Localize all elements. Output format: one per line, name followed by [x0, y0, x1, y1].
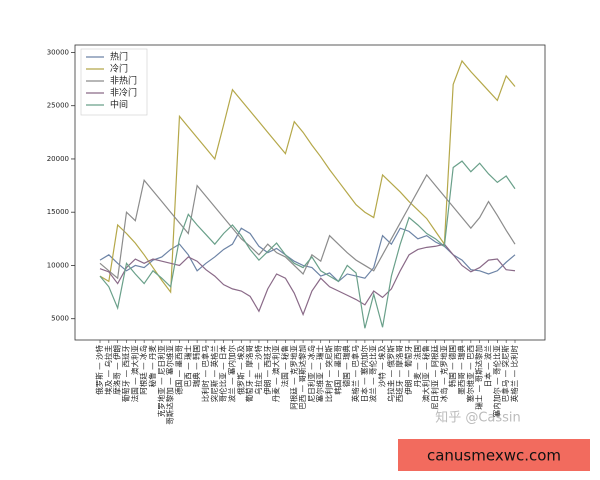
x-tick-label: 法国 — 澳大利亚	[129, 345, 139, 403]
x-tick-label: 瑞典 — 韩国	[191, 345, 201, 387]
x-tick-label: 哥斯达黎加 — 塞尔维亚	[165, 345, 175, 425]
x-tick-label: 澳大利亚 — 秘鲁	[421, 345, 431, 402]
x-tick-label: 阿根廷 — 克罗地亚	[288, 345, 298, 410]
legend-label: 中间	[110, 99, 128, 111]
x-tick-label: 埃及 — 乌拉圭	[103, 345, 113, 395]
legend-label: 冷门	[110, 63, 128, 75]
x-tick-label: 冰岛 — 克罗地亚	[438, 345, 448, 403]
x-tick-label: 哥伦比亚 — 日本	[218, 345, 228, 403]
series-line	[99, 227, 516, 283]
banner-text: canusmexwc.com	[427, 447, 561, 465]
x-tick-label: 葡萄牙 — 西班牙	[120, 345, 130, 403]
legend-label: 非热门	[110, 75, 137, 87]
x-tick-label: 日本 — 塞内加尔	[359, 345, 369, 403]
x-tick-label: 沙特 — 埃及	[377, 345, 387, 388]
x-tick-label: 韩国 — 德国	[447, 345, 457, 387]
x-tick-label: 秘鲁 — 丹麦	[147, 345, 157, 388]
x-tick-label: 韩国 — 墨西哥	[332, 345, 342, 395]
x-tick-label: 突尼斯 — 英格兰	[209, 345, 219, 403]
x-tick-label: 西班牙 — 摩洛哥	[394, 345, 404, 403]
x-tick-label: 瑞士 — 哥斯达黎加	[474, 345, 484, 410]
x-tick-label: 比利时 — 巴拿马	[200, 345, 210, 402]
x-tick-label: 乌拉圭 — 沙特	[253, 345, 263, 395]
x-tick-label: 波兰 — 塞内加尔	[226, 345, 236, 403]
legend-box	[80, 48, 148, 116]
x-tick-label: 俄罗斯 — 沙特	[94, 345, 104, 395]
x-tick-label: 塞尔维亚 — 瑞士	[315, 345, 325, 403]
series-line	[99, 243, 516, 317]
x-tick-label: 巴拿马 — 突尼斯	[500, 345, 510, 403]
x-tick-label: 波兰 — 哥伦比亚	[368, 345, 378, 403]
x-tick-label: 葡萄牙 — 摩洛哥	[244, 345, 254, 403]
x-tick-label: 伊朗 — 西班牙	[262, 345, 272, 395]
x-tick-label: 丹麦 — 法国	[412, 345, 422, 387]
x-tick-label: 法国 — 秘鲁	[279, 345, 289, 387]
x-tick-label: 俄罗斯 — 埃及	[235, 345, 245, 395]
x-tick-label: 塞内加尔 — 哥伦比亚	[491, 345, 501, 418]
y-tick-label: 30000	[47, 48, 69, 56]
series-line	[99, 59, 516, 294]
x-tick-label: 克罗地亚 — 尼日利亚	[156, 345, 166, 418]
x-tick-label: 丹麦 — 澳大利亚	[271, 345, 281, 403]
x-tick-label: 德国 — 瑞典	[341, 345, 351, 388]
banner-box	[398, 439, 590, 471]
x-tick-label: 日本 — 波兰	[483, 345, 493, 388]
x-tick-label: 摩洛哥 — 伊朗	[112, 345, 122, 395]
y-tick-label: 15000	[47, 208, 69, 216]
x-tick-label: 巴西 — 瑞士	[182, 345, 192, 388]
x-tick-label: 英格兰 — 巴拿马	[350, 345, 360, 402]
legend-label: 热门	[110, 51, 128, 63]
x-tick-label: 英格兰 — 比利时	[509, 345, 519, 403]
x-tick-label: 阿根廷 — 冰岛	[138, 345, 148, 395]
x-tick-label: 德国 — 墨西哥	[173, 345, 183, 395]
x-tick-label: 伊朗 — 葡萄牙	[403, 345, 413, 395]
watermark: 知乎 @Cassin	[435, 410, 521, 426]
plot-frame	[74, 44, 546, 341]
x-tick-label: 墨西哥 — 瑞典	[456, 345, 466, 395]
x-tick-label: 巴西 — 哥斯达黎加	[297, 345, 307, 410]
x-tick-label: 比利时 — 突尼斯	[324, 345, 334, 403]
y-tick-label: 20000	[47, 155, 69, 163]
x-tick-label: 尼日利亚 — 冰岛	[306, 345, 316, 402]
y-tick-label: 25000	[47, 102, 69, 110]
x-tick-label: 塞尔维亚 — 巴西	[465, 345, 475, 403]
y-tick-label: 10000	[47, 261, 69, 269]
legend-label: 非冷门	[110, 87, 137, 99]
series-line	[99, 173, 516, 280]
x-tick-label: 乌拉圭 — 俄罗斯	[385, 345, 395, 403]
series-line	[99, 160, 516, 329]
y-tick-label: 5000	[51, 315, 69, 323]
x-tick-label: 尼日利亚 — 阿根廷	[430, 345, 440, 410]
